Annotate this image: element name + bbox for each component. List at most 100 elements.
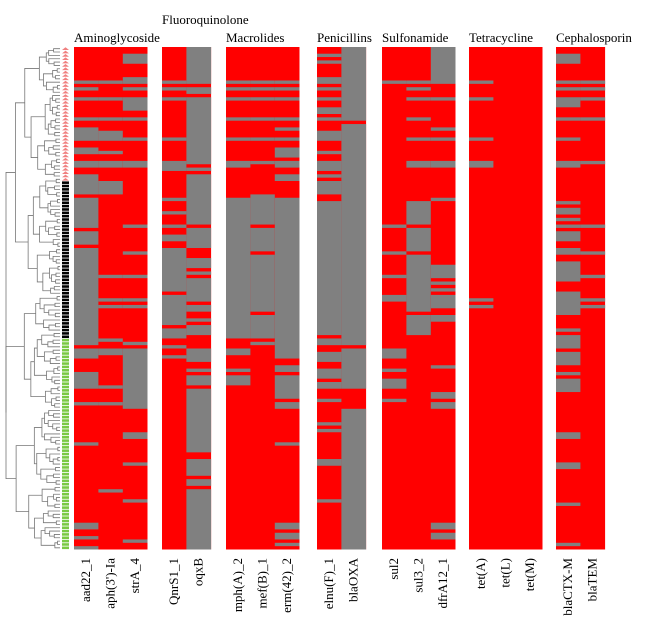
sample-marker [62,228,69,231]
sample-marker [62,241,69,245]
dendrogram-branch [56,158,60,163]
dendrogram-branch [48,147,56,155]
cell-absent [406,227,432,252]
dendrogram-branch [57,242,60,247]
sample-marker [62,482,69,486]
cell-absent [580,274,606,279]
cell-absent [556,87,581,91]
dendrogram-branch [53,493,60,500]
cell-absent [317,351,342,362]
sample-marker [62,134,69,138]
cell-absent [98,385,124,389]
dendrogram-branch [52,145,60,150]
dendrogram-branch [44,103,51,130]
cell-absent [74,197,99,228]
sample-marker [62,161,69,164]
cell-absent [556,137,581,141]
sample-marker [62,147,69,151]
cell-absent [122,53,148,64]
cell-column-present [493,47,519,550]
cell-absent [430,197,456,202]
cell-absent [430,264,456,279]
sample-marker [62,399,69,402]
sample-marker [62,523,69,526]
cell-absent [317,398,342,403]
sample-marker [62,74,69,77]
cell-absent [250,194,276,225]
cell-absent [98,130,124,141]
dendrogram-branch [41,488,56,502]
dendrogram-branch [52,70,58,78]
cell-absent [274,97,300,101]
cell-absent [98,298,124,302]
sample-marker [62,60,69,64]
cell-absent [74,248,99,346]
cell-absent [186,348,212,362]
cell-column-present [517,47,543,550]
sample-marker [62,248,69,251]
cell-absent [162,328,187,339]
cell-absent [430,160,456,168]
dendrogram-branch [52,95,60,101]
dendrogram-branch [53,172,60,177]
group-title: Aminoglycoside [74,30,160,45]
dendrogram-branch [34,517,44,539]
cell-absent [250,315,276,339]
cell-absent [317,422,342,426]
dendrogram-branch [52,339,60,344]
cell-absent [186,47,212,84]
sample-marker [62,345,69,349]
sample-marker [62,97,69,101]
cell-absent [341,348,367,389]
sample-marker [62,365,69,369]
sample-group-markers [62,47,69,550]
cell-absent [122,137,148,141]
sample-marker [62,218,69,221]
sample-marker [62,372,69,375]
dendrogram-branch [55,497,60,502]
dendrogram-branch [56,68,60,73]
dendrogram-branch [55,75,60,80]
sample-marker [62,466,69,469]
sample-marker [62,332,69,335]
cell-absent [382,398,407,403]
dendrogram-branch [53,48,60,53]
dendrogram-branch [38,56,47,81]
sample-marker [62,315,69,318]
cell-absent [74,127,99,141]
dendrogram-branch [54,185,60,190]
sample-marker [62,449,69,452]
dendrogram-branch [32,196,40,235]
sample-marker [62,121,69,124]
sample-marker [62,325,69,328]
cell-absent [74,348,99,359]
sample-marker [62,275,69,278]
cell-absent [122,160,148,168]
dendrogram-branch [57,540,60,545]
dendrogram-branch [53,286,60,291]
sample-marker [62,546,69,550]
dendrogram-branch [39,297,58,310]
cell-absent [74,160,99,168]
cell-absent [580,224,606,228]
sample-marker [62,204,69,208]
dendrogram-branch [15,445,35,513]
sample-marker [62,479,69,483]
gene-label: blaTEM [585,558,600,602]
dendrogram-branch [52,86,60,93]
cell-absent [556,248,581,255]
sample-marker [62,177,69,181]
cell-absent [406,97,432,101]
dendrogram-branch [39,185,48,209]
sample-marker [62,191,69,194]
dendrogram-branch [50,200,60,207]
dendrogram-branch [50,287,60,294]
sample-marker [62,362,69,365]
dendrogram-branch [52,349,60,354]
sample-marker [62,50,69,54]
dendrogram-branch [55,111,60,117]
cell-absent [98,150,124,155]
sample-marker [62,117,69,121]
sample-marker [62,318,69,322]
cell-absent [98,160,124,168]
